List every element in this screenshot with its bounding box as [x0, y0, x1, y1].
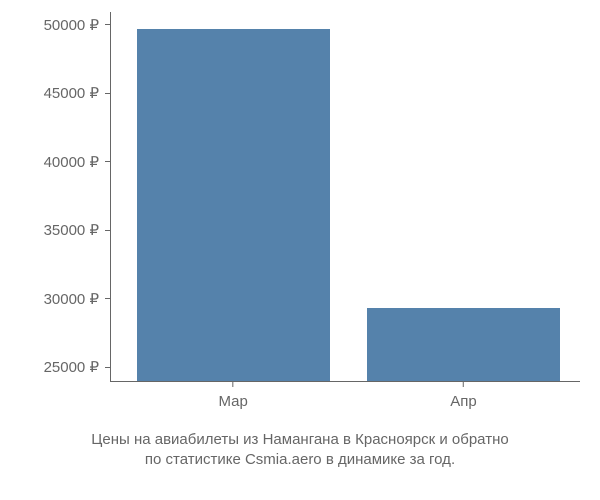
- y-tick-mark: [105, 367, 111, 368]
- caption-line-1: Цены на авиабилеты из Намангана в Красно…: [0, 430, 600, 450]
- y-tick-label: 40000 ₽: [44, 153, 99, 171]
- plot-area: 25000 ₽30000 ₽35000 ₽40000 ₽45000 ₽50000…: [110, 12, 580, 382]
- x-tick-mark: [233, 381, 234, 387]
- x-tick-label: Мар: [219, 393, 248, 410]
- y-tick-mark: [105, 298, 111, 299]
- y-tick-label: 30000 ₽: [44, 290, 99, 308]
- y-tick-label: 45000 ₽: [44, 84, 99, 102]
- x-tick: Апр: [450, 381, 476, 410]
- y-tick-mark: [105, 93, 111, 94]
- y-tick-mark: [105, 24, 111, 25]
- x-tick: Мар: [219, 381, 248, 410]
- y-tick-mark: [105, 230, 111, 231]
- price-bar-chart: 25000 ₽ 30000 ₽ 35000 ₽ 40000 ₽ 45000 ₽ 50000…: [0, 0, 600, 500]
- caption-line-2: по статистике Csmia.aero в динамике за г…: [0, 450, 600, 470]
- y-tick-label: 35000 ₽: [44, 221, 99, 239]
- y-tick-label: 50000 ₽: [44, 16, 99, 34]
- x-tick-mark: [463, 381, 464, 387]
- chart-caption: Цены на авиабилеты из Намангана в Красно…: [0, 430, 600, 471]
- y-tick-label: 25000 ₽: [44, 358, 99, 376]
- bar: [367, 308, 560, 381]
- x-tick-label: Апр: [450, 393, 476, 410]
- bar: [137, 29, 330, 381]
- y-tick-mark: [105, 161, 111, 162]
